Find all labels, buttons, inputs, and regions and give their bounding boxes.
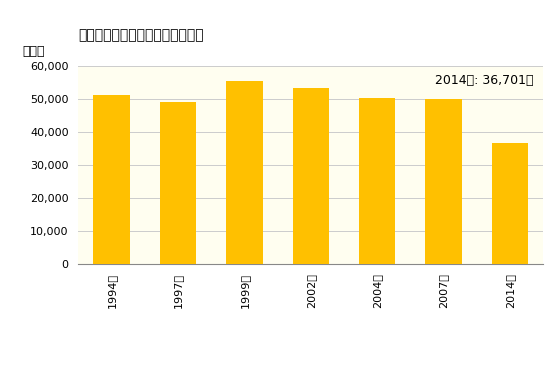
Bar	[492, 143, 528, 264]
Bar	[292, 88, 329, 264]
Text: ［人］: ［人］	[22, 45, 45, 58]
Bar	[226, 81, 263, 264]
Bar	[426, 99, 462, 264]
Text: その他の小売業の従業者数の推移: その他の小売業の従業者数の推移	[78, 28, 204, 42]
Bar	[94, 95, 130, 264]
Bar	[160, 102, 196, 264]
Bar	[359, 98, 395, 264]
Text: 2014年: 36,701人: 2014年: 36,701人	[436, 74, 534, 87]
